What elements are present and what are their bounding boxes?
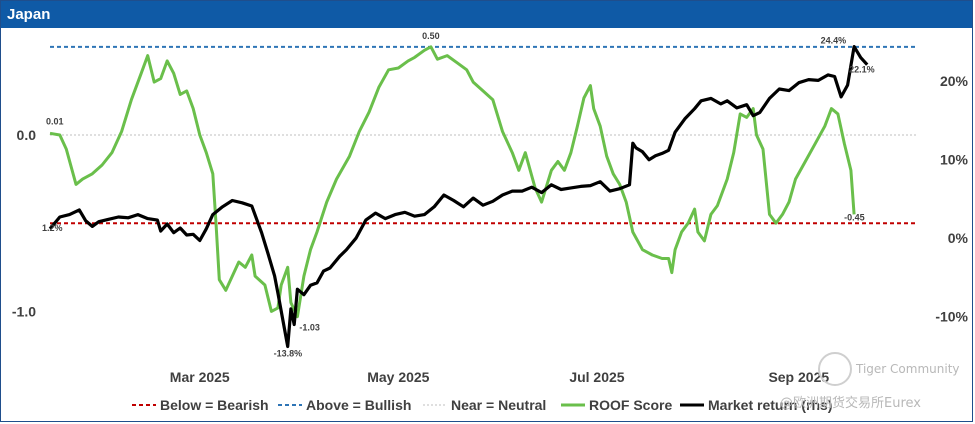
right-axis-tick-label: 20% [940,73,969,89]
data-label: 22.1% [849,65,875,75]
chart-title: Japan [7,6,51,23]
legend-label: ROOF Score [589,397,672,413]
left-axis-tick-label: -1.0 [12,303,36,319]
data-label: -13.8% [274,349,303,359]
x-axis-tick-label: May 2025 [367,369,429,385]
title-bar: Japan [1,1,972,28]
x-axis-tick-label: Mar 2025 [170,369,230,385]
legend-label: Near = Neutral [451,397,546,413]
watermark-title: Tiger Community [856,362,960,376]
right-axis-tick-label: -10% [935,309,968,325]
legend-label: Below = Bearish [160,397,269,413]
legend-label: Market return (rhs) [708,397,832,413]
data-label: 1.2% [42,223,63,233]
data-label: 0.01 [46,116,64,126]
data-label: 24.4% [821,36,847,46]
right-axis-tick-label: 0% [948,230,969,246]
right-axis-tick-label: 10% [940,152,969,168]
legend-label: Above = Bullish [306,397,411,413]
watermark-subtitle: @欧洲期货交易所Eurex [780,396,921,411]
series-line-roof-score [49,45,856,319]
series-line-market-return-rhs [48,44,869,349]
data-label: -1.03 [299,323,320,333]
x-axis-tick-label: Jul 2025 [569,369,624,385]
left-axis-tick-label: 0.0 [17,127,37,143]
x-axis-tick-label: Sep 2025 [768,369,829,385]
data-label: -0.45 [844,212,865,222]
watermark-logo-icon [818,352,852,386]
data-label: 0.50 [422,31,440,41]
